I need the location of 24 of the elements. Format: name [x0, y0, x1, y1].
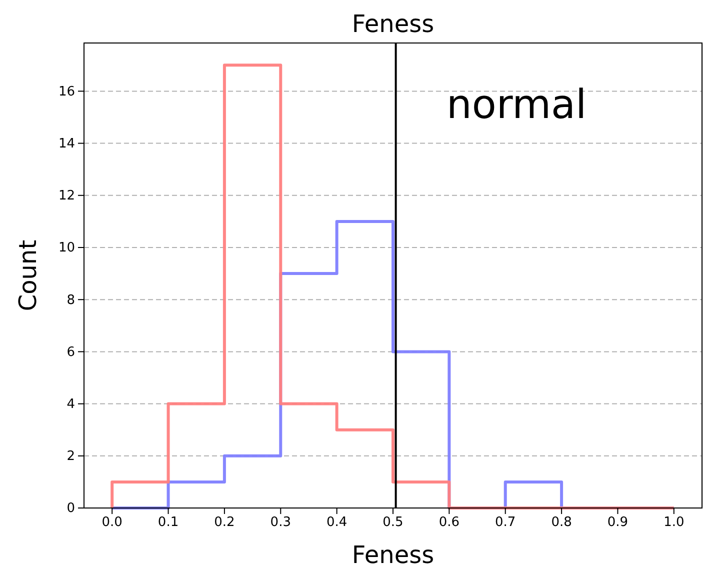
annotation: normal [446, 82, 587, 128]
y-tick-label: 8 [66, 292, 75, 308]
y-tick-label: 4 [66, 396, 75, 412]
x-tick-label: 0.3 [270, 515, 291, 530]
x-axis-title: Feness [352, 541, 434, 569]
y-tick-label: 6 [66, 344, 75, 360]
x-tick-label: 0.6 [438, 515, 460, 530]
x-tick-label: 0.8 [551, 515, 572, 530]
x-tick-label: 0.0 [102, 515, 122, 530]
y-tick-label: 0 [66, 501, 75, 516]
x-tick-label: 1.0 [664, 515, 684, 530]
y-tick-label: 14 [58, 136, 75, 152]
y-tick-label: 10 [58, 240, 75, 256]
y-tick-label: 12 [58, 188, 75, 204]
x-tick-label: 0.5 [382, 515, 404, 530]
x-tick-label: 0.2 [214, 515, 235, 530]
y-tick-label: 2 [66, 449, 75, 464]
y-tick-label: 16 [58, 84, 75, 100]
x-tick-label: 0.9 [607, 515, 628, 530]
x-tick-label: 0.4 [326, 515, 348, 530]
y-axis-title: Count [14, 240, 42, 312]
x-tick-label: 0.1 [158, 515, 179, 530]
x-tick-label: 0.7 [495, 515, 516, 530]
chart-title: Feness [352, 10, 434, 38]
